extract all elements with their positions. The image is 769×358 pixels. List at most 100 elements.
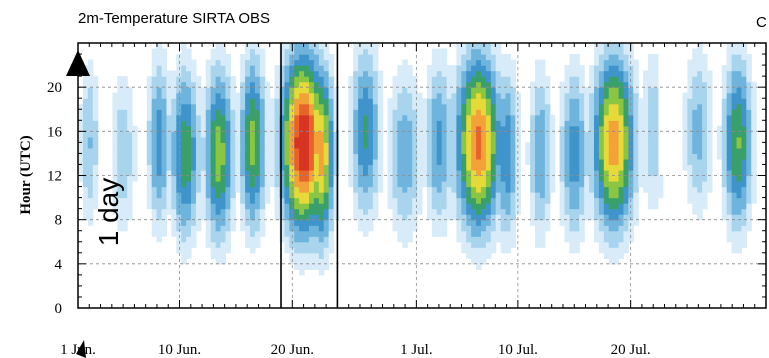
heat-cell <box>166 147 172 155</box>
heat-cell <box>304 186 310 193</box>
heat-cell <box>171 219 177 226</box>
heat-cell <box>530 158 536 166</box>
heat-cell <box>564 186 571 193</box>
heat-cell <box>397 153 403 160</box>
heat-cell <box>638 181 644 188</box>
heat-cell <box>574 225 580 232</box>
heat-cell <box>323 175 330 182</box>
heat-cell <box>574 147 580 155</box>
heat-cell <box>589 81 595 88</box>
heat-cell <box>151 164 158 171</box>
heat-cell <box>392 181 399 188</box>
heat-cell <box>431 192 438 199</box>
heat-cell <box>574 54 580 61</box>
heat-cell <box>397 120 403 127</box>
heat-cell <box>613 87 620 94</box>
heat-cell <box>82 147 89 155</box>
heat-cell <box>618 125 625 132</box>
heat-cell <box>569 92 575 99</box>
heat-cell <box>446 65 453 72</box>
heat-cell <box>736 241 743 248</box>
heat-cell <box>471 81 477 88</box>
heat-cell <box>299 186 305 193</box>
heat-cell <box>308 164 315 171</box>
heat-cell <box>422 181 428 188</box>
heat-cell <box>230 175 236 182</box>
heat-cell <box>235 114 241 121</box>
heat-cell <box>210 81 217 88</box>
heat-cell <box>186 203 192 210</box>
heat-cell <box>250 109 256 116</box>
heat-cell <box>161 70 168 77</box>
heat-cell <box>161 219 168 226</box>
heat-cell <box>279 136 285 143</box>
heat-cell <box>530 120 536 127</box>
heat-cell <box>294 153 300 160</box>
heat-cell <box>579 76 585 83</box>
heat-cell <box>471 92 477 99</box>
heat-cell <box>308 252 315 259</box>
heat-cell <box>569 103 575 110</box>
heat-cell <box>313 125 320 132</box>
heat-cell <box>92 164 99 171</box>
heat-cell <box>166 208 172 215</box>
heat-cell <box>289 153 295 160</box>
heat-cell <box>530 208 536 215</box>
heat-cell <box>741 197 747 204</box>
heat-cell <box>682 131 688 138</box>
heat-cell <box>156 109 163 116</box>
heat-cell <box>318 120 325 127</box>
heat-cell <box>146 81 153 88</box>
heat-cell <box>598 114 605 121</box>
heat-cell <box>328 109 335 116</box>
heat-cell <box>741 98 747 105</box>
heat-cell <box>328 153 335 160</box>
heat-cell <box>112 136 118 143</box>
heat-cell <box>304 147 310 155</box>
heat-cell <box>274 208 281 215</box>
heat-cell <box>451 214 457 221</box>
heat-cell <box>603 70 610 77</box>
heat-cell <box>500 114 507 121</box>
heat-cell <box>613 120 620 127</box>
heat-cell <box>746 120 752 127</box>
heat-cell <box>333 186 340 193</box>
heat-cell <box>264 81 271 88</box>
heat-cell <box>702 203 708 210</box>
heat-cell <box>741 208 747 215</box>
heat-cell <box>264 114 271 121</box>
heat-cell <box>436 192 443 199</box>
heat-cell <box>195 175 202 182</box>
heat-cell <box>608 147 615 155</box>
heat-cell <box>220 81 227 88</box>
heat-cell <box>205 142 212 149</box>
heat-cell <box>333 92 340 99</box>
heat-cell <box>318 225 325 232</box>
heat-cell <box>633 175 639 182</box>
heat-cell <box>279 114 285 121</box>
heat-cell <box>156 153 163 160</box>
heat-cell <box>426 203 433 210</box>
heat-cell <box>746 114 752 121</box>
heat-cell <box>215 175 222 182</box>
heat-cell <box>633 92 639 99</box>
heat-cell <box>210 54 217 61</box>
heat-cell <box>500 197 507 204</box>
heat-cell <box>240 70 246 77</box>
heat-cell <box>220 147 227 155</box>
heat-cell <box>480 175 487 182</box>
heat-cell <box>736 208 743 215</box>
heat-cell <box>589 109 595 116</box>
heat-cell <box>132 175 138 182</box>
heat-cell <box>259 136 266 143</box>
heat-cell <box>594 59 600 66</box>
heat-cell <box>210 70 217 77</box>
heat-cell <box>176 164 182 171</box>
heat-cell <box>210 125 217 132</box>
heat-cell <box>171 114 177 121</box>
heat-cell <box>530 186 536 193</box>
heat-cell <box>652 164 659 171</box>
heat-cell <box>279 230 285 237</box>
heat-cell <box>623 164 629 171</box>
heat-cell <box>471 258 477 265</box>
